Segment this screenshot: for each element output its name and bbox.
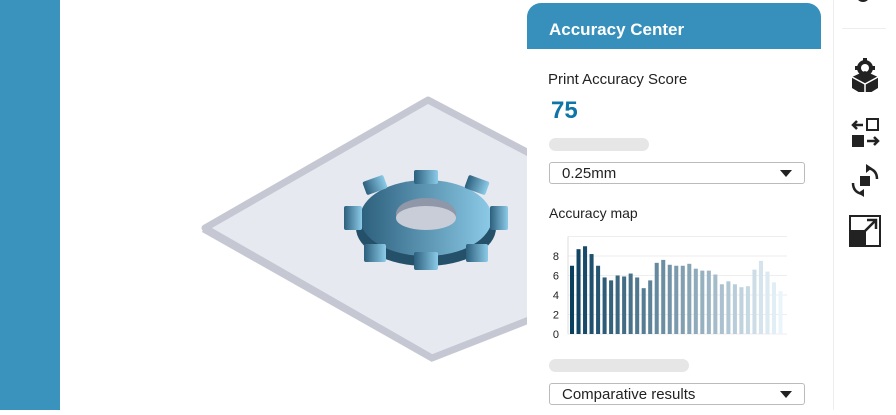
bar [628,273,633,334]
bar [641,288,646,334]
bar [570,265,575,334]
bar [667,264,672,334]
swap-layout-icon[interactable] [848,116,882,150]
bar [758,260,763,334]
rotate-icon[interactable] [848,163,882,197]
gear-model [344,170,508,270]
left-sidebar [0,0,60,410]
bar [576,249,581,334]
bar [615,275,620,334]
bar [771,282,777,334]
gear-box-icon[interactable] [848,58,882,92]
bar [589,254,594,334]
placeholder-bar [549,359,689,372]
bar [583,246,588,334]
tolerance-select[interactable]: 0.25mm [549,162,805,184]
bar [745,286,750,334]
bar [713,274,718,334]
expand-icon[interactable] [848,214,882,248]
map-label: Accuracy map [549,205,638,221]
bar [778,291,783,334]
tolerance-value: 0.25mm [562,165,617,182]
y-tick-label: 0 [553,329,559,341]
y-tick-label: 2 [553,310,559,322]
bar [719,284,724,334]
menu-icon[interactable] [856,0,870,2]
bar [602,277,607,334]
y-tick-label: 8 [553,251,559,263]
panel-header: Accuracy Center [527,3,821,49]
comparison-value: Comparative results [562,386,696,403]
bar [648,280,653,334]
right-toolbar [833,0,896,410]
build-plate-scene [201,96,584,362]
bar [596,265,601,334]
divider [842,28,886,29]
y-tick-label: 6 [553,271,559,283]
model-viewport[interactable] [60,0,584,410]
bar [609,280,614,334]
bar [706,270,711,334]
accuracy-map-chart: 0 2 4 6 8 [553,236,787,341]
bar [765,271,770,334]
bar [687,263,692,334]
accuracy-center-panel: Accuracy Center Print Accuracy Score 75 … [527,0,821,410]
bar [674,265,679,334]
panel-title: Accuracy Center [549,20,685,39]
bar [693,268,698,334]
bar [739,287,744,334]
chevron-down-icon [780,170,792,177]
bar [635,277,640,334]
bar [732,284,737,334]
bar [726,281,731,334]
score-label: Print Accuracy Score [548,71,688,88]
bar [661,259,666,334]
bar [752,269,757,334]
build-plate-edge [202,226,432,362]
comparison-select[interactable]: Comparative results [549,383,805,405]
bar [700,270,705,334]
bar [680,265,685,334]
score-value: 75 [551,97,578,124]
chevron-down-icon [780,391,792,398]
bar [654,262,659,334]
bar [622,276,627,334]
y-tick-label: 4 [553,290,559,302]
placeholder-bar [549,138,649,151]
